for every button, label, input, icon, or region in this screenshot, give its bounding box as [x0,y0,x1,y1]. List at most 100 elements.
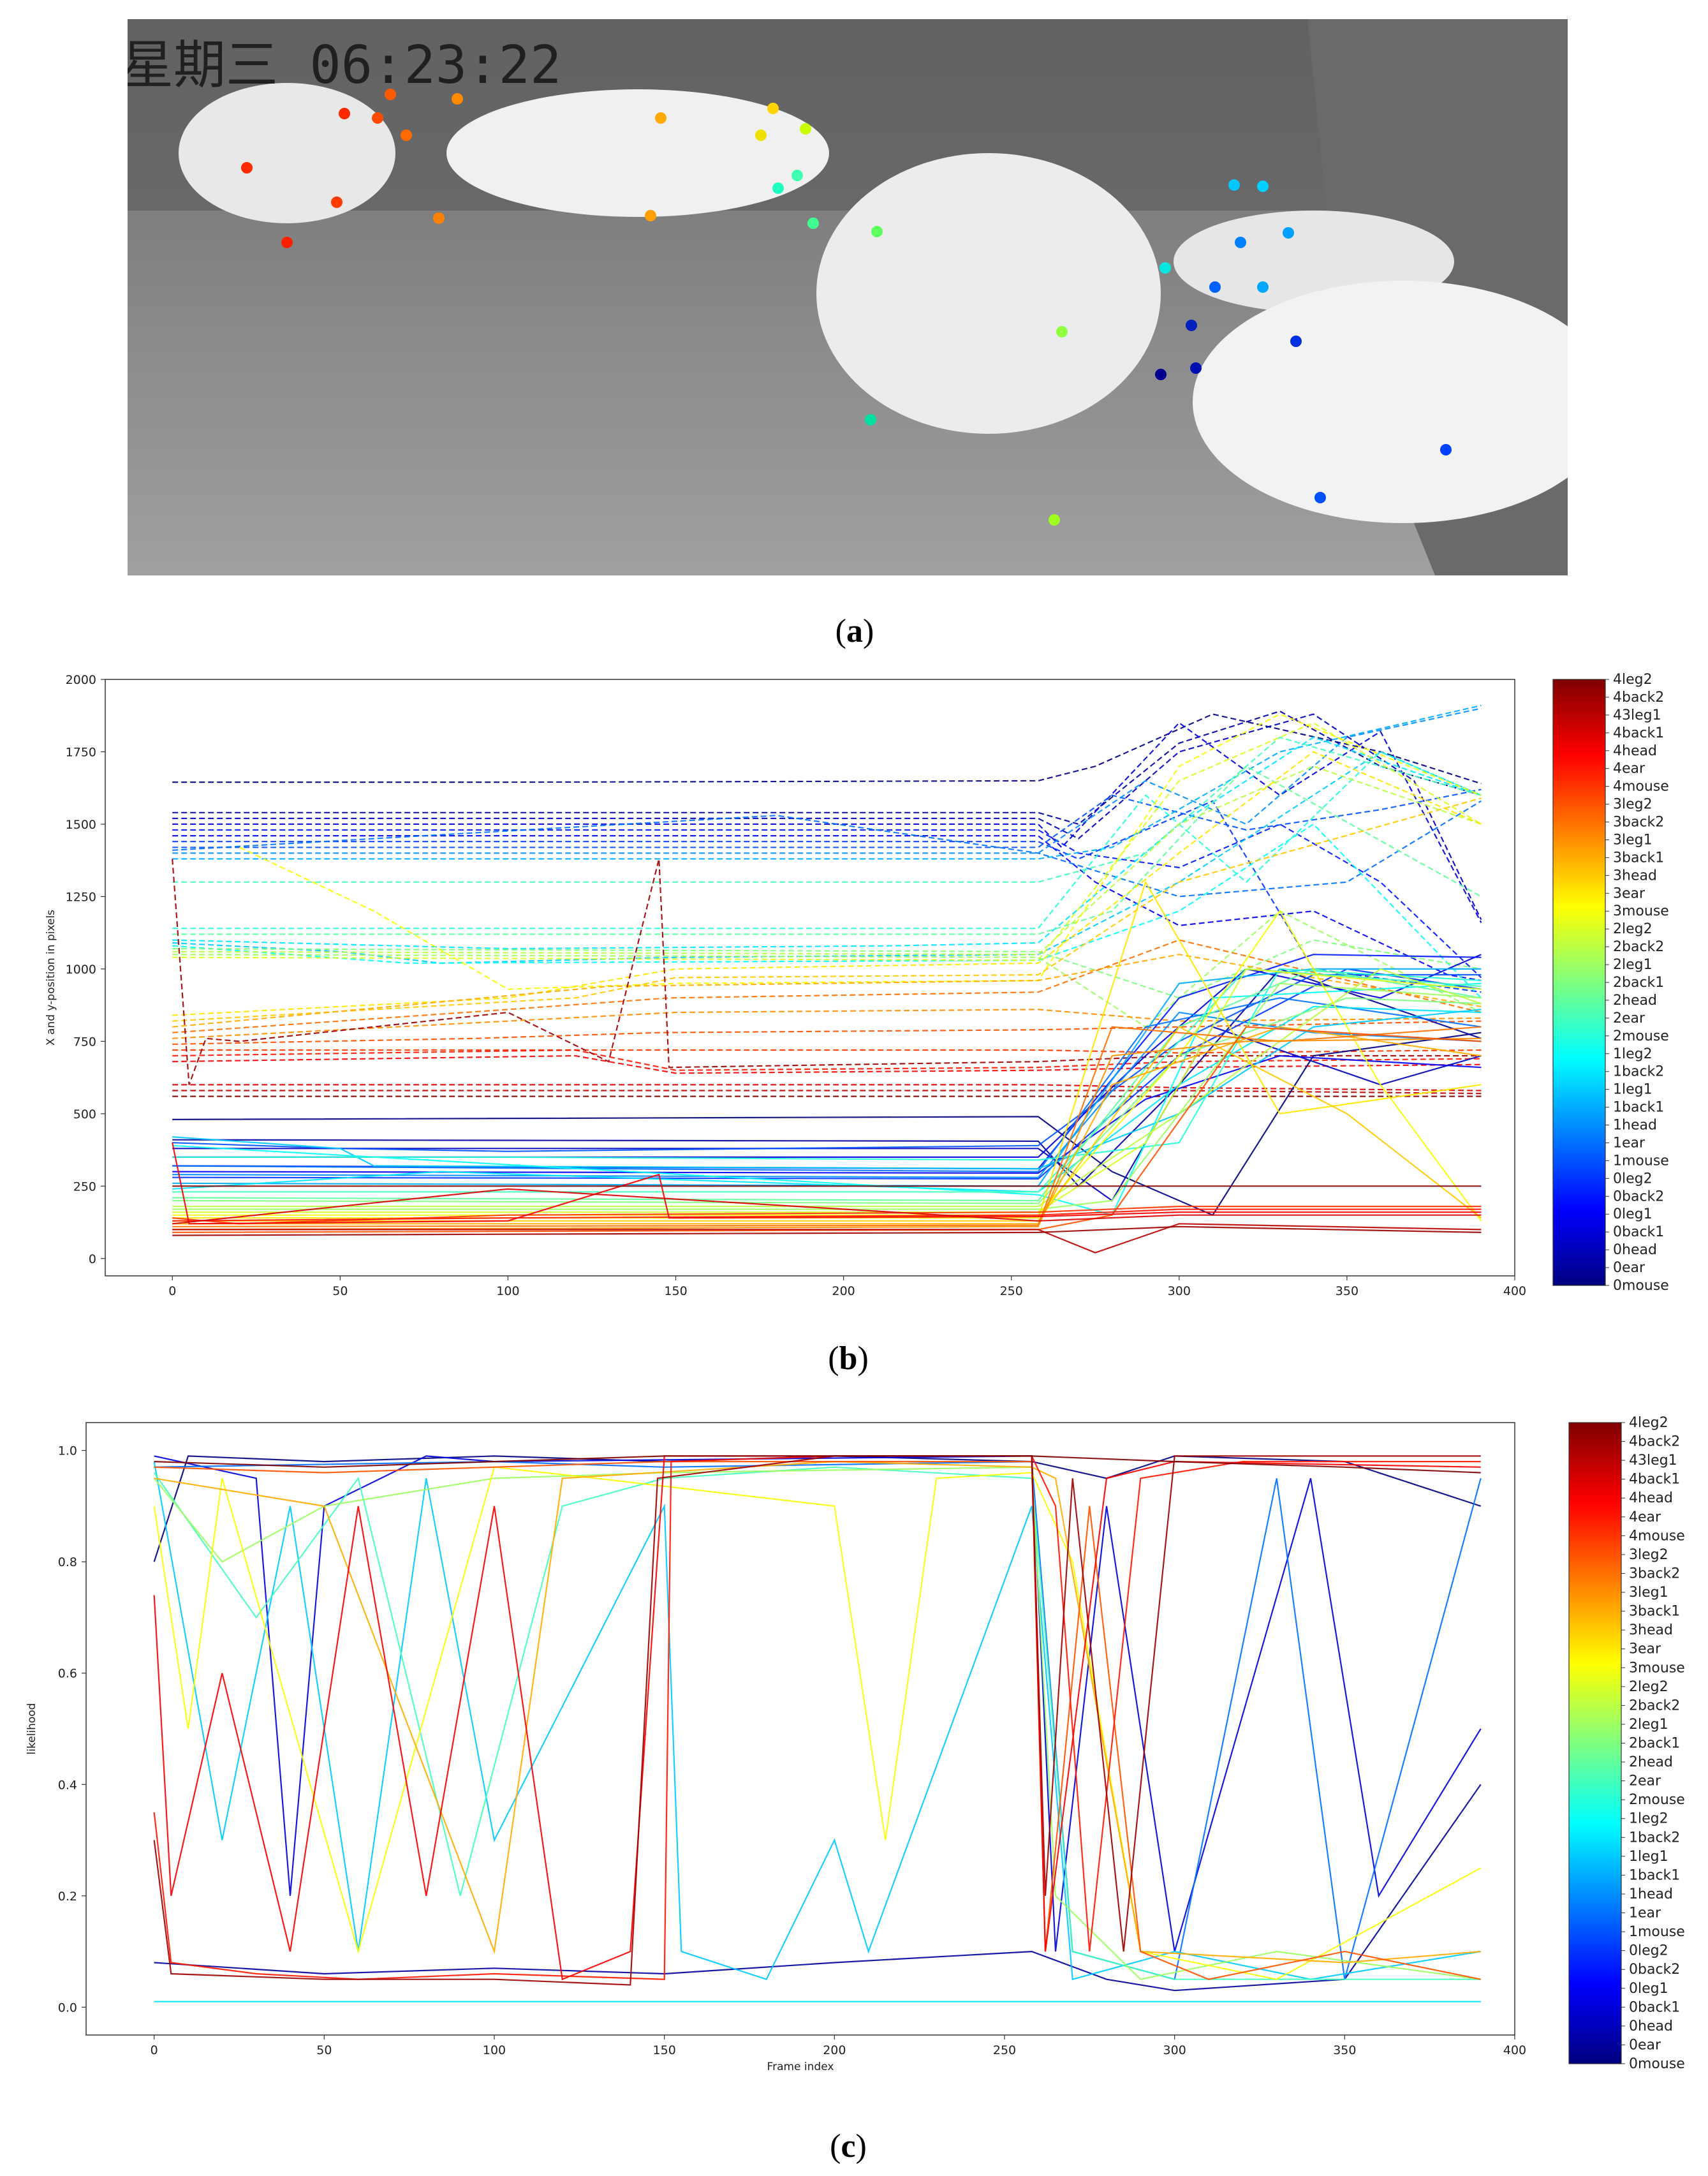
y-tick-label: 750 [73,1035,96,1049]
x-tick-label: 250 [993,2043,1016,2057]
series-line-2head [172,765,1482,935]
colorbar-label: 1back1 [1613,1100,1664,1116]
y-tick-label: 0.0 [58,2001,77,2015]
colorbar-label: 2leg1 [1613,957,1653,973]
colorbar-label: 3leg2 [1613,797,1653,813]
series-line-43leg1 [172,1090,1482,1095]
series-line-43leg1 [172,1223,1482,1254]
pig-photo: 星期三 06:23:22 [128,19,1568,575]
colorbar-label: 3back1 [1629,1604,1680,1620]
x-tick-label: 400 [1503,1284,1526,1298]
caption-b: (b) [828,1340,869,1377]
x-axis-label: Frame index [767,2061,834,2073]
x-tick-label: 200 [823,2043,846,2057]
colorbar-label: 3back2 [1613,815,1664,831]
colorbar-label: 0leg2 [1629,1943,1668,1959]
colorbar-label: 1ear [1629,1906,1661,1921]
series-line-4head [172,1142,1482,1225]
colorbar-label: 4mouse [1629,1528,1685,1544]
colorbar-label: 3ear [1629,1641,1661,1657]
series-line-2leg2 [172,968,1482,1213]
series-line-4ear [172,1049,1482,1071]
colorbar-label: 2mouse [1613,1028,1669,1044]
keypoint-markers [241,89,1452,526]
series-line-0ear [154,1784,1482,1992]
timestamp-overlay: 星期三 06:23:22 [128,35,561,96]
series-line-3mouse [172,910,1482,1222]
colorbar-label: 0mouse [1629,2056,1685,2072]
colorbar-label: 43leg1 [1613,707,1661,723]
series-line-3mouse [239,713,1482,990]
series-line-2ear [172,968,1482,1193]
colorbar-label: 1back2 [1613,1064,1664,1080]
x-tick-label: 250 [1000,1284,1023,1298]
series-line-4back1 [172,1188,1482,1225]
colorbar-label: 1head [1613,1118,1657,1134]
series-line-0mouse [172,713,1482,785]
series-line-4back2 [172,1225,1482,1236]
colorbar-label: 1back1 [1629,1867,1680,1883]
series-line-4head [172,1055,1482,1074]
y-tick-label: 0.6 [58,1667,77,1681]
colorbar-label: 0ear [1613,1260,1645,1276]
series-line-1head [172,707,1482,854]
y-tick-label: 0.2 [58,1890,77,1904]
colorbar-label: 4leg2 [1613,672,1653,688]
colorbar-label: 4back2 [1613,690,1664,706]
caption-c: (c) [830,2128,867,2165]
x-tick-label: 150 [664,1284,687,1298]
colorbar-label: 2back1 [1629,1736,1680,1752]
colorbar-label: 1leg1 [1629,1849,1668,1865]
caption-a: (a) [835,613,874,649]
series-line-0back1 [172,722,1482,923]
colorbar-label: 0head [1629,2018,1673,2034]
x-tick-label: 300 [1168,1284,1191,1298]
colorbar-label: 2ear [1613,1010,1645,1026]
series-line-2leg1 [172,982,1482,1210]
x-tick-label: 200 [832,1284,855,1298]
series-line-2leg2 [172,722,1482,961]
series-line-4back1 [172,1084,1482,1092]
chart-b-position: 0 50 100 150 200 250 300 350 400 0 250 500 750 1000 12… [0,663,1708,1301]
series-line-0ear [172,710,1482,825]
colorbar-label: 2back1 [1613,975,1664,991]
series-line-1back1 [172,704,1482,860]
series-line-4head [153,1455,1481,1981]
x-tick-label: 100 [483,2043,506,2057]
colorbar-label: 2mouse [1629,1792,1685,1808]
colorbar-label: 0ear [1629,2037,1661,2053]
x-tick-label: 350 [1336,1284,1358,1298]
colorbar-label: 3mouse [1613,903,1669,919]
y-axis-label: X and y-position in pixels [45,910,57,1046]
colorbar [1568,1422,1622,2064]
colorbar-label: 0back2 [1613,1188,1664,1204]
series-line-3ear [172,751,1482,1016]
colorbar-label: 4mouse [1613,779,1669,795]
series-line-3back1 [154,1460,1481,1964]
y-tick-label: 0.4 [58,1778,77,1792]
series-line-3leg2 [172,1026,1482,1233]
y-tick-label: 500 [73,1107,96,1121]
series-line-2ear [153,1466,1481,1980]
y-tick-label: 1500 [66,818,96,832]
y-tick-label: 1000 [66,963,96,977]
chart-c-svg: 0 50 100 150 200 250 300 350 400 0.0 0.2 0.4 0.6 0.8 1… [26,1415,1685,2073]
colorbar-label: 0back2 [1629,1962,1680,1978]
series-line-1leg2 [172,823,1482,999]
colorbar-label: 3leg1 [1613,832,1653,848]
series-line-1ear [172,800,1482,898]
colorbar-label: 3ear [1613,885,1645,901]
series-line-2mouse [172,968,1482,1161]
series-line-1back2 [172,736,1482,950]
series-line-3back1 [172,954,1482,1028]
x-tick-label: 100 [496,1284,519,1298]
colorbar-label: 0leg2 [1613,1171,1653,1187]
colorbar-label: 1back2 [1629,1830,1680,1846]
colorbar-label: 3back1 [1613,850,1664,866]
series-line-4ear [172,1208,1482,1222]
series-line-2back2 [172,766,1482,956]
colorbar-label: 2head [1613,993,1657,1009]
colorbar-label: 3head [1613,868,1657,884]
y-tick-label: 1250 [66,890,96,904]
colorbar-label: 2back2 [1613,939,1664,955]
